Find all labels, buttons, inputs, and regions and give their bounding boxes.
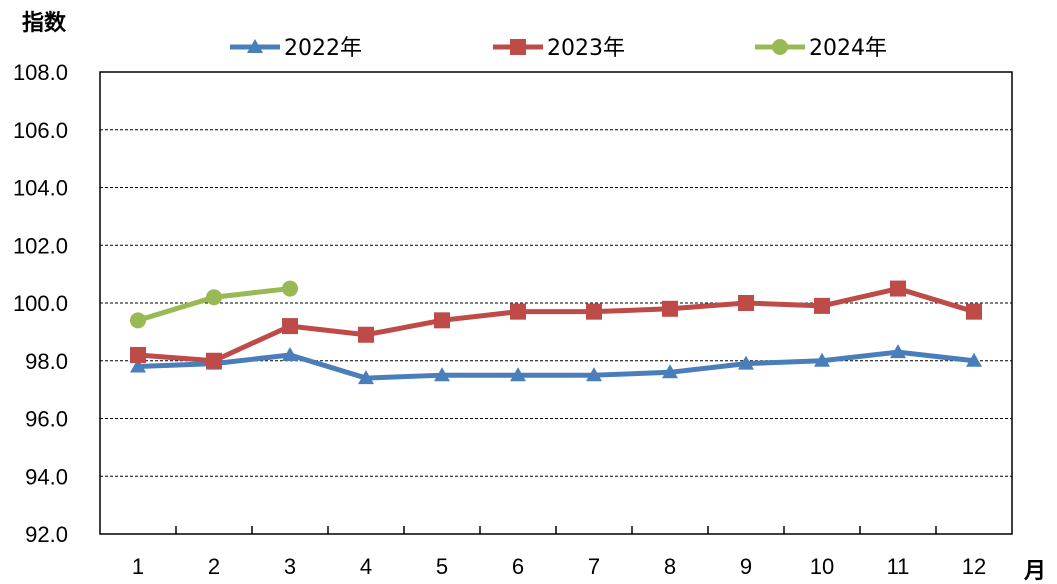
y-tick-label: 106.0 (13, 118, 68, 143)
data-point (282, 280, 298, 297)
series-line (137, 286, 975, 364)
legend-marker (510, 39, 526, 55)
data-point (890, 280, 906, 297)
series-2023年 (130, 280, 982, 369)
x-tick-label: 11 (887, 554, 910, 579)
data-point (738, 355, 754, 370)
legend-label: 2023年 (547, 36, 625, 61)
legend-entry: 2023年 (493, 36, 625, 61)
y-tick-label: 100.0 (13, 291, 68, 316)
data-point (662, 364, 678, 379)
data-point (358, 370, 374, 385)
x-tick-label: 10 (810, 554, 834, 579)
y-tick-label: 104.0 (13, 176, 68, 201)
data-point (966, 352, 982, 367)
data-point (814, 297, 830, 314)
data-point (434, 367, 450, 382)
data-point (966, 303, 982, 320)
legend-entry: 2022年 (230, 36, 362, 61)
x-tick-label: 9 (740, 554, 752, 579)
y-axis-title: 指数 (22, 10, 67, 36)
legend-label: 2022年 (284, 36, 362, 61)
x-tick-label: 12 (962, 554, 986, 579)
grid-lines (100, 129, 1012, 477)
x-tick-label: 1 (132, 554, 144, 579)
legend-entry: 2024年 (755, 36, 887, 61)
x-tick-label: 3 (284, 554, 296, 579)
y-tick-label: 94.0 (25, 464, 68, 489)
series-lines (130, 280, 982, 385)
data-point (130, 358, 146, 373)
data-point (738, 295, 754, 311)
x-tick-label: 5 (436, 554, 448, 579)
legend: 2022年 2023年 2024年 (230, 36, 887, 61)
x-tick-label: 4 (360, 554, 372, 579)
data-point (814, 352, 830, 367)
data-point (206, 352, 222, 369)
legend-marker (247, 39, 263, 53)
data-point (586, 303, 602, 320)
y-tick-label: 96.0 (25, 407, 68, 432)
data-point (510, 303, 526, 320)
data-point (282, 346, 298, 361)
x-tick-label: 8 (664, 554, 676, 579)
data-point (130, 312, 146, 329)
x-tick-label: 7 (588, 554, 600, 579)
data-point (434, 312, 450, 329)
data-point (890, 344, 906, 359)
data-point (510, 367, 526, 382)
y-tick-label: 102.0 (13, 233, 68, 258)
y-tick-label: 108.0 (13, 60, 68, 85)
y-tick-label: 92.0 (25, 522, 68, 547)
data-point (206, 289, 222, 306)
tick-labels: 92.0 94.0 96.0 98.0 100.0 102.0 104.0 106.0 108.… (13, 60, 986, 579)
axes (99, 71, 1013, 535)
series-2022年 (130, 344, 982, 385)
x-tick-label: 6 (512, 554, 524, 579)
data-point (586, 367, 602, 382)
series-2024年 (130, 280, 298, 329)
y-tick-label: 98.0 (25, 349, 68, 374)
data-point (358, 326, 374, 343)
data-point (130, 346, 146, 363)
legend-marker (772, 39, 788, 55)
x-tick-label: 2 (208, 554, 220, 579)
series-line (137, 349, 975, 381)
x-axis-title: 月 (1023, 559, 1046, 584)
data-point (282, 318, 298, 335)
legend-label: 2024年 (809, 36, 887, 61)
data-point (662, 300, 678, 317)
